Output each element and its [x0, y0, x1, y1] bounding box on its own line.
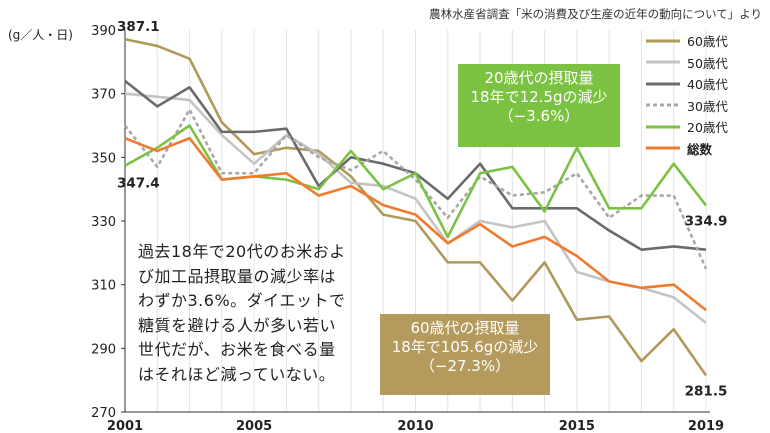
callout-20s: 20歳代の摂取量 18年で12.5gの減少 （−3.6%） — [458, 64, 620, 147]
source-note: 農林水産省調査「米の消費及び生産の近年の動向について」より — [429, 7, 762, 21]
callout-60s-line3: （−27.3%） — [419, 357, 511, 375]
y-tick-label: 390 — [91, 24, 116, 39]
legend-swatch — [646, 103, 680, 107]
y-axis-unit-label: (g／人・日) — [8, 28, 73, 42]
data-label: 281.5 — [685, 383, 728, 399]
note-line: 過去18年で20代のお米およ — [138, 242, 346, 261]
series-line-30歳代 — [123, 108, 708, 270]
callout-60s: 60歳代の摂取量 18年で105.6gの減少 （−27.3%） — [380, 314, 550, 395]
x-tick-label: 2005 — [236, 419, 272, 433]
note-line: び加工品摂取量の減少率は — [138, 266, 337, 286]
legend-label: 総数 — [687, 141, 713, 157]
data-label: 347.4 — [117, 176, 160, 192]
legend: 60歳代 50歳代 40歳代 30歳代 20歳代総数 — [646, 30, 728, 159]
note-line: 世代だが、お米を食べる量 — [138, 340, 336, 359]
explanatory-note: 過去18年で20代のお米およ び加工品摂取量の減少率は わずか3.6%。ダイエッ… — [138, 240, 378, 387]
x-tick-label: 2015 — [559, 419, 595, 433]
legend-label: 20歳代 — [687, 120, 728, 136]
x-tick-label: 2019 — [688, 419, 724, 433]
y-tick-label: 370 — [91, 88, 116, 103]
legend-swatch — [646, 60, 680, 64]
data-label: 334.9 — [685, 213, 728, 229]
series-line-総数 — [124, 136, 707, 312]
legend-item: 40歳代 — [646, 73, 728, 95]
data-label: 387.1 — [117, 19, 160, 35]
legend-label: 60歳代 — [687, 34, 728, 50]
y-tick-label: 290 — [91, 342, 116, 357]
callout-20s-line3: （−3.6%） — [498, 107, 580, 125]
callout-60s-line2: 18年で105.6gの減少 — [391, 338, 539, 356]
legend-item: 30歳代 — [646, 95, 728, 117]
callout-20s-line1: 20歳代の摂取量 — [484, 69, 594, 87]
legend-item: 50歳代 — [646, 52, 728, 74]
callout-20s-line2: 18年で12.5gの減少 — [470, 88, 608, 106]
legend-item: 60歳代 — [646, 30, 728, 52]
x-tick-label: 2001 — [107, 419, 143, 433]
callout-60s-line1: 60歳代の摂取量 — [410, 319, 520, 337]
legend-label: 30歳代 — [687, 98, 728, 114]
legend-swatch — [646, 146, 680, 150]
note-line: はそれほど減っていない。 — [138, 364, 336, 384]
y-tick-label: 270 — [91, 406, 116, 421]
x-tick-label: 2010 — [397, 419, 433, 433]
y-tick-label: 330 — [91, 215, 116, 230]
legend-swatch — [646, 82, 680, 86]
legend-label: 50歳代 — [687, 55, 728, 71]
note-line: 糖質を避ける人が多い若い — [138, 315, 337, 335]
legend-item: 20歳代 — [646, 116, 728, 138]
legend-label: 40歳代 — [687, 77, 728, 93]
series-line-60歳代 — [124, 37, 708, 377]
note-line: わずか3.6%。ダイエットで — [138, 291, 346, 310]
y-tick-label: 350 — [91, 151, 116, 166]
y-tick-label: 310 — [91, 279, 116, 294]
legend-swatch — [646, 39, 680, 43]
legend-swatch — [646, 125, 680, 129]
legend-item: 総数 — [646, 138, 728, 160]
